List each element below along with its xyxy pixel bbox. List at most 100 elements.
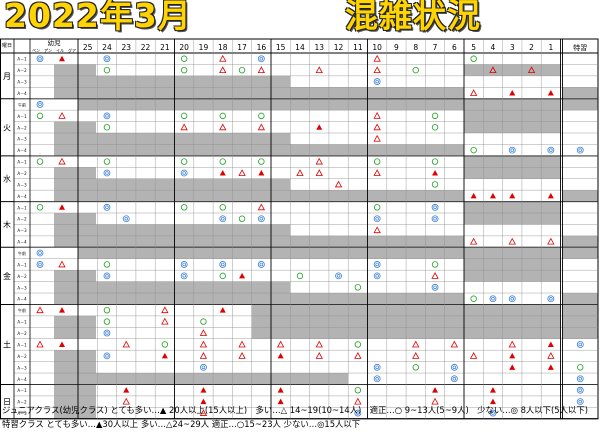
slot-mark-few-inner <box>375 216 379 221</box>
closed-cell <box>309 87 329 99</box>
closed-cell <box>328 190 349 202</box>
slot-mark-normal <box>219 204 226 211</box>
day-header-8: 8 <box>413 43 418 52</box>
slot-mark-normal <box>354 386 362 394</box>
closed-cell <box>444 327 464 339</box>
special-closed <box>562 293 598 305</box>
slot-mark-few-inner <box>375 365 379 370</box>
closed-cell <box>386 304 407 316</box>
closed-cell <box>174 98 194 111</box>
row-label: A－3 <box>17 411 27 416</box>
closed-cell <box>97 247 117 259</box>
closed-cell <box>502 64 522 76</box>
youji-closed <box>54 178 96 191</box>
day-header-18: 18 <box>218 43 228 52</box>
slot-mark-many <box>238 340 246 348</box>
closed-cell <box>78 133 98 145</box>
slot-mark-many <box>373 112 381 119</box>
closed-cell <box>78 144 98 156</box>
closed-cell <box>78 247 98 259</box>
special-closed <box>562 327 598 339</box>
closed-cell <box>97 178 117 191</box>
slot-mark-few-inner <box>549 148 553 152</box>
slot-mark-few-inner <box>105 205 109 210</box>
slot-mark-normal <box>373 204 381 211</box>
slot-mark-very-many <box>277 398 284 405</box>
special-closed <box>562 235 598 248</box>
closed-cell <box>251 224 271 236</box>
slot-mark-few <box>180 169 188 177</box>
closed-cell <box>213 281 233 294</box>
slot-mark-normal <box>470 295 477 302</box>
closed-cell <box>271 247 291 259</box>
closed-cell <box>78 293 98 305</box>
closed-cell <box>251 87 271 99</box>
row-label: A－4 <box>17 240 27 245</box>
closed-cell <box>348 247 368 259</box>
closed-cell <box>444 293 464 305</box>
youji-sub-2: イル <box>56 48 64 53</box>
slot-mark-many <box>161 306 169 314</box>
closed-cell <box>116 247 136 259</box>
closed-cell <box>406 293 426 305</box>
closed-cell <box>193 178 214 191</box>
closed-cell <box>271 293 291 305</box>
closed-cell <box>174 144 194 156</box>
slot-mark-normal <box>431 112 439 120</box>
slot-mark-many <box>296 169 304 176</box>
slot-mark-normal <box>470 55 477 62</box>
closed-cell <box>78 281 98 294</box>
row-label: A－2 <box>17 400 27 405</box>
slot-mark-few-inner <box>182 274 186 278</box>
youji-closed <box>54 213 96 225</box>
slot-mark-few <box>103 55 111 63</box>
closed-cell <box>309 327 329 339</box>
day-header-12: 12 <box>334 43 344 52</box>
slot-mark-very-many <box>489 387 496 393</box>
closed-cell <box>232 281 252 294</box>
slot-mark-few <box>335 272 342 280</box>
closed-cell <box>328 87 349 99</box>
closed-cell <box>174 247 194 259</box>
closed-cell <box>521 64 542 76</box>
closed-cell <box>521 270 542 282</box>
slot-mark-very-many <box>219 170 226 176</box>
youji-sub-1: ア゙ン <box>44 47 52 53</box>
closed-cell <box>271 133 291 145</box>
closed-cell <box>348 190 368 202</box>
day-header-4: 4 <box>491 43 496 52</box>
closed-cell <box>464 201 484 214</box>
youji-mark-very-many <box>59 307 65 313</box>
closed-cell <box>541 315 561 328</box>
closed-cell <box>290 144 310 156</box>
row-label: A－4 <box>17 91 27 96</box>
closed-cell <box>348 315 368 328</box>
closed-cell <box>155 235 175 248</box>
slot-mark-normal <box>354 284 362 291</box>
slot-mark-very-many <box>200 398 207 405</box>
closed-cell <box>135 281 156 294</box>
closed-cell <box>251 315 271 328</box>
weekday-水: 水 <box>3 174 11 184</box>
closed-cell <box>348 87 368 99</box>
slot-mark-very-many <box>489 192 496 199</box>
youji-sub-0: ペン <box>32 47 40 53</box>
slot-mark-very-many <box>219 307 226 313</box>
slot-mark-many <box>199 409 208 416</box>
slot-mark-few <box>547 146 555 154</box>
closed-cell <box>116 190 136 202</box>
youji-mark-few <box>36 249 44 257</box>
closed-cell <box>155 98 175 111</box>
closed-cell <box>464 98 484 111</box>
slot-mark-few-inner <box>375 377 379 381</box>
closed-cell <box>502 155 522 168</box>
closed-cell <box>135 190 156 202</box>
youji-mark-very-many <box>59 55 65 62</box>
closed-cell <box>251 293 271 305</box>
day-header-25: 25 <box>83 43 93 52</box>
closed-cell <box>116 87 136 99</box>
slot-mark-many <box>412 340 420 348</box>
slot-mark-normal <box>431 124 439 131</box>
slot-mark-few-inner <box>182 171 186 175</box>
row-label: A－4 <box>17 148 27 153</box>
